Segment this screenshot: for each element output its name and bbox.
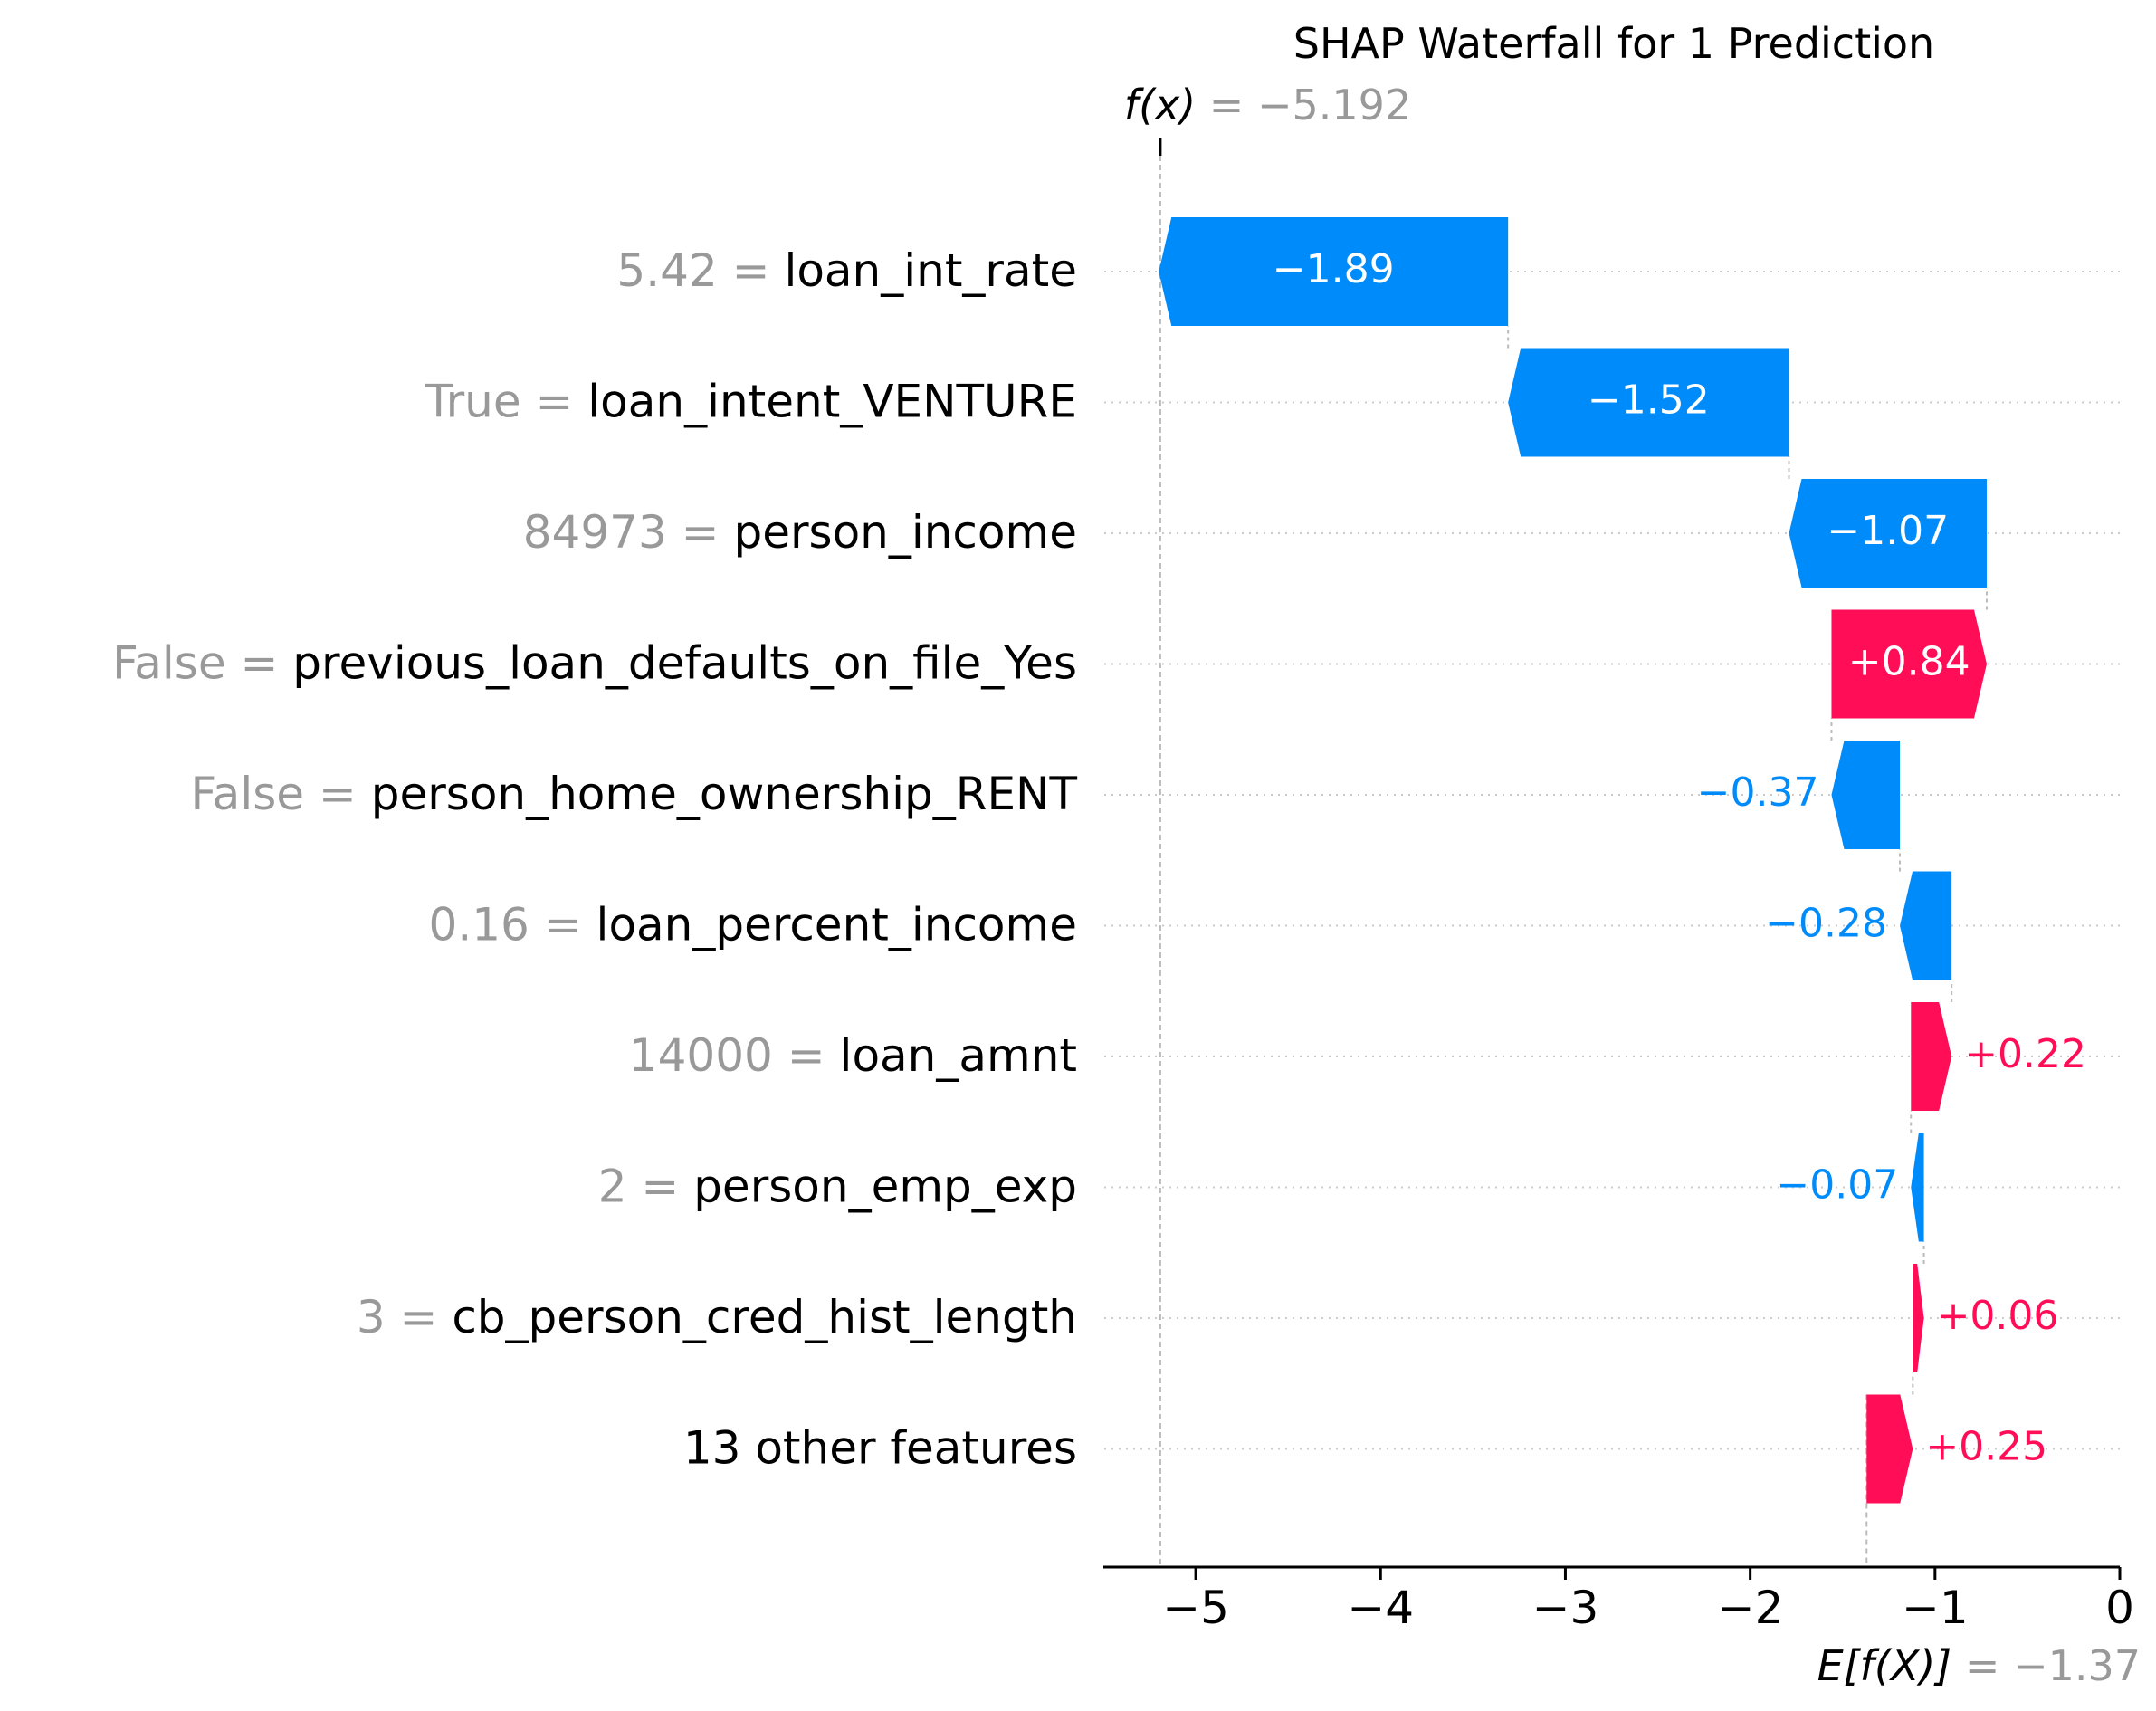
chart-title: SHAP Waterfall for 1 Prediction	[1293, 19, 1934, 68]
shap-value-label: +0.84	[1848, 639, 1970, 685]
feature-label: 5.42 = loan_int_rate	[616, 244, 1077, 297]
feature-name: person_emp_exp	[693, 1160, 1077, 1212]
bar-negative	[1831, 741, 1901, 849]
feature-label: False = previous_loan_defaults_on_file_Y…	[112, 636, 1077, 689]
feature-name: loan_percent_income	[596, 898, 1077, 951]
feature-value: 3 =	[357, 1291, 453, 1343]
feature-label: 0.16 = loan_percent_income	[429, 898, 1077, 951]
feature-value: 2 =	[598, 1160, 694, 1212]
shap-value-label: −0.28	[1765, 901, 1887, 947]
feature-value: False =	[112, 636, 292, 689]
feature-label: 2 = person_emp_exp	[598, 1160, 1077, 1212]
feature-label: True = loan_intent_VENTURE	[424, 375, 1077, 427]
feature-value: 0.16 =	[429, 898, 596, 951]
feature-value: False =	[191, 768, 371, 820]
feature-label: 3 = cb_person_cred_hist_length	[357, 1291, 1077, 1343]
shap-value-label: −0.37	[1697, 769, 1819, 816]
feature-value: 14000 =	[629, 1029, 840, 1082]
fx-label: f(x) = −5.192	[1124, 81, 1411, 129]
base-value: = −1.37	[1951, 1641, 2141, 1690]
bar-positive	[1831, 609, 1987, 719]
x-tick-label: 0	[2105, 1582, 2134, 1634]
shap-value-label: −1.89	[1273, 246, 1395, 292]
x-tick-label: −5	[1162, 1582, 1229, 1634]
bar-negative	[1789, 479, 1987, 588]
x-tick-label: −3	[1532, 1582, 1599, 1634]
bar-negative	[1508, 348, 1789, 457]
feature-name: person_home_ownership_RENT	[371, 768, 1078, 820]
feature-value: True =	[424, 375, 587, 427]
shap-value-label: −1.52	[1588, 378, 1710, 424]
base-symbol: E[f(X)]	[1817, 1641, 1952, 1690]
shap-value-label: +0.25	[1925, 1424, 2047, 1470]
feature-name: 13 other features	[683, 1421, 1077, 1474]
bar-negative	[1911, 1133, 1924, 1242]
fx-value: = −5.192	[1196, 81, 1411, 129]
shap-value-label: +0.06	[1937, 1293, 2059, 1339]
shap-value-label: −1.07	[1827, 508, 1949, 554]
feature-value: 5.42 =	[616, 244, 784, 297]
base-label: E[f(X)] = −1.37	[1817, 1641, 2141, 1690]
labels: −1.89 5.42 = loan_int_rate −1.52 True = loa…	[112, 81, 2141, 1690]
shap-value-label: −0.07	[1776, 1162, 1898, 1209]
feature-name: loan_int_rate	[784, 244, 1077, 297]
feature-name: person_income	[733, 506, 1077, 559]
feature-label: 13 other features	[683, 1421, 1077, 1474]
feature-name: loan_amnt	[840, 1029, 1077, 1082]
x-tick-label: −1	[1902, 1582, 1969, 1634]
feature-label: 84973 = person_income	[523, 506, 1077, 559]
bars	[1159, 217, 1987, 1504]
bar-negative	[1900, 871, 1952, 980]
bar-positive	[1866, 1394, 1913, 1504]
shap-value-label: +0.22	[1964, 1031, 2086, 1077]
feature-label: False = person_home_ownership_RENT	[191, 768, 1078, 820]
bar-negative	[1159, 217, 1509, 326]
feature-label: 14000 = loan_amnt	[629, 1029, 1077, 1082]
feature-value: 84973 =	[523, 506, 734, 559]
x-tick-label: −2	[1717, 1582, 1784, 1634]
feature-name: loan_intent_VENTURE	[587, 375, 1077, 427]
feature-name: previous_loan_defaults_on_file_Yes	[292, 636, 1077, 689]
fx-symbol: f(x)	[1124, 81, 1196, 129]
feature-name: cb_person_cred_hist_length	[452, 1291, 1077, 1343]
x-tick-label: −4	[1347, 1582, 1414, 1634]
x-axis: −5 −4 −3 −2 −1 0	[1103, 1565, 2134, 1634]
bar-positive	[1913, 1264, 1924, 1372]
bar-positive	[1911, 1002, 1952, 1111]
